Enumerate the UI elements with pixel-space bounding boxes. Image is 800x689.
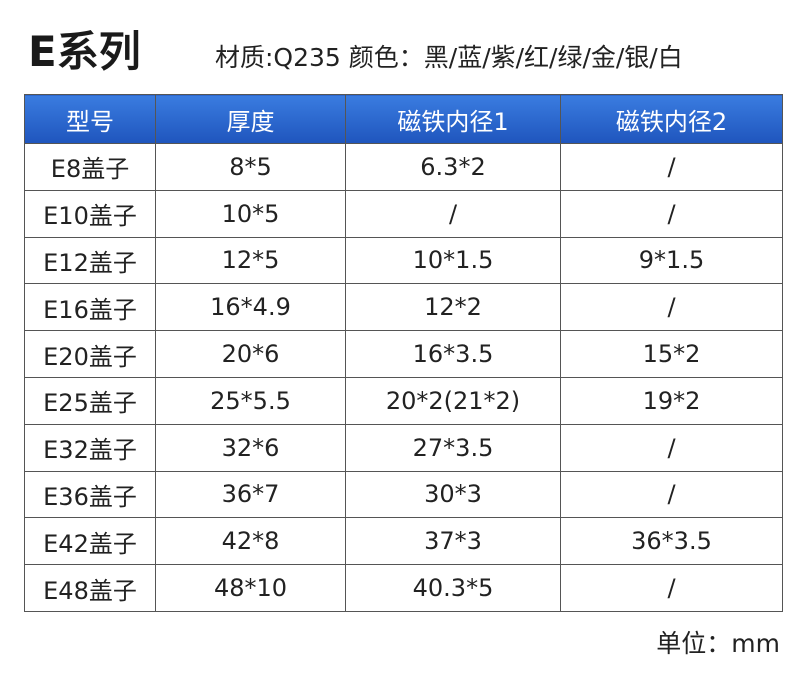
table-row: E32盖子 32*6 27*3.5/ [24,423,783,472]
table-cell: E20盖子 [24,330,156,378]
table-cell: 19*2 [560,376,783,425]
table-cell: 12*2 [345,283,561,332]
column-header: 型号 [24,94,156,144]
spec-table: 型号 厚度 磁铁内径1 磁铁内径2 E8盖子 8*5 6.3*2/E10盖子 10*5// E… [24,94,783,612]
table-cell: 15*2 [560,330,783,378]
table-row: E42盖子 42*8 37*3 36*3.5 [24,517,783,566]
table-cell: 42*8 [155,517,346,566]
table-row: E16盖子 16*4.9 12*2/ [24,283,783,332]
table-cell: E25盖子 [24,376,156,425]
table-cell: E32盖子 [24,423,156,472]
table-cell: / [345,189,561,238]
column-header: 厚度 [155,94,346,144]
table-row: E48盖子 48*10 40.3*5/ [24,564,783,612]
table-cell: 20*6 [155,330,346,378]
table-cell: 20*2(21*2) [345,376,561,425]
table-cell: E48盖子 [24,564,156,612]
subtitle: 材质:Q235 颜色：黑/蓝/紫/红/绿/金/银/白 [215,43,683,72]
unit-note: 单位：mm [656,629,780,658]
column-header: 磁铁内径2 [560,94,783,144]
table-cell: 25*5.5 [155,376,346,425]
table-cell: 32*6 [155,423,346,472]
table-cell: 12*5 [155,236,346,285]
table-cell: 8*5 [155,143,346,191]
table-row: E12盖子 12*5 10*1.5 9*1.5 [24,236,783,285]
table-cell: / [560,143,783,191]
table-cell: 16*3.5 [345,330,561,378]
table-row: E10盖子 10*5// [24,189,783,238]
header-row: 型号 厚度 磁铁内径1 磁铁内径2 [24,94,783,144]
table-cell: 27*3.5 [345,423,561,472]
table-cell: 48*10 [155,564,346,612]
column-header: 磁铁内径1 [345,94,561,144]
table-cell: / [560,283,783,332]
table-row: E25盖子 25*5.5 20*2(21*2) 19*2 [24,376,783,425]
table-body: E8盖子 8*5 6.3*2/E10盖子 10*5// E12盖子 12*5 10*1.5 9… [24,143,783,612]
table-cell: E12盖子 [24,236,156,285]
table-cell: 10*5 [155,189,346,238]
table-cell: E42盖子 [24,517,156,566]
table-row: E8盖子 8*5 6.3*2/ [24,143,783,191]
table-cell: 36*3.5 [560,517,783,566]
table-cell: 16*4.9 [155,283,346,332]
table-cell: / [560,564,783,612]
table-cell: 30*3 [345,470,561,519]
table-cell: 36*7 [155,470,346,519]
table-cell: 6.3*2 [345,143,561,191]
table-cell: 10*1.5 [345,236,561,285]
table-cell: / [560,470,783,519]
table-row: E36盖子 36*7 30*3/ [24,470,783,519]
table-cell: E10盖子 [24,189,156,238]
title: E系列 [28,27,141,76]
table-cell: 40.3*5 [345,564,561,612]
table-cell: 37*3 [345,517,561,566]
table-cell: / [560,423,783,472]
table-cell: E16盖子 [24,283,156,332]
table-cell: / [560,189,783,238]
table-cell: E8盖子 [24,143,156,191]
table-row: E20盖子 20*6 16*3.5 15*2 [24,330,783,378]
table-cell: E36盖子 [24,470,156,519]
table-cell: 9*1.5 [560,236,783,285]
